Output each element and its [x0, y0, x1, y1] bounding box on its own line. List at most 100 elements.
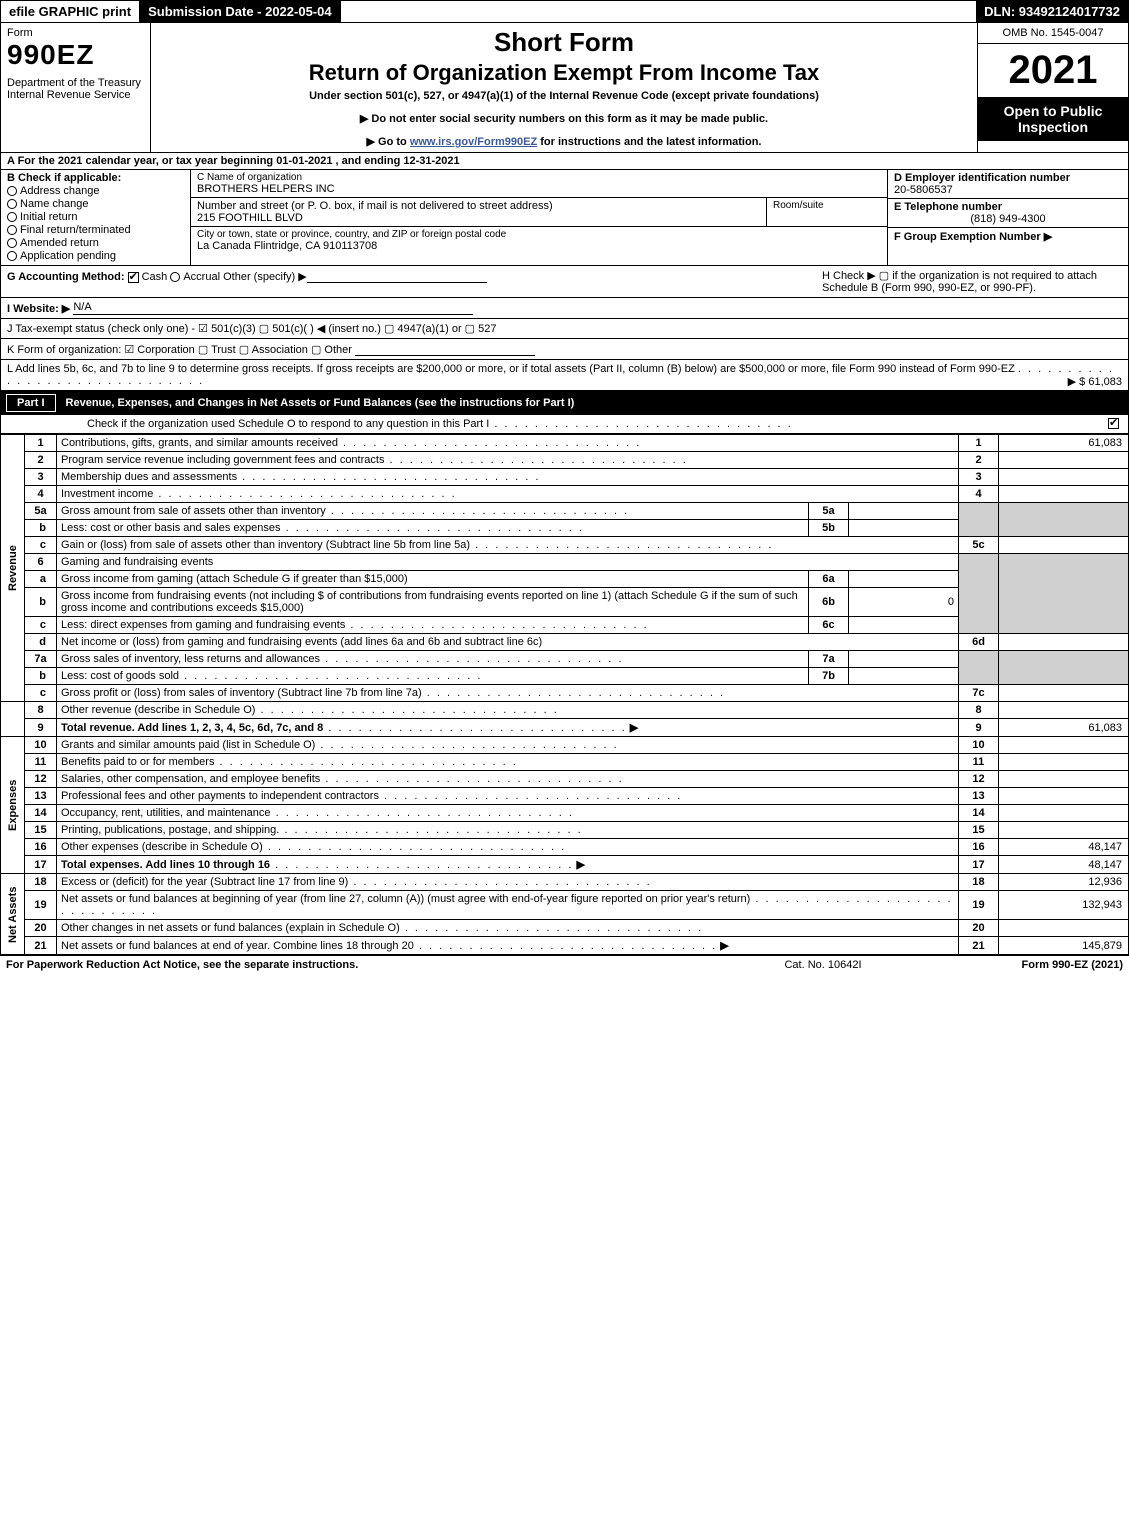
row-6d: dNet income or (loss) from gaming and fu… — [1, 634, 1129, 651]
form-number: 990EZ — [7, 39, 144, 71]
chk-pending[interactable]: Application pending — [7, 250, 184, 262]
row-16: 16Other expenses (describe in Schedule O… — [1, 839, 1129, 856]
return-title: Return of Organization Exempt From Incom… — [159, 60, 969, 86]
row-5c: cGain or (loss) from sale of assets othe… — [1, 537, 1129, 554]
efile-print[interactable]: efile GRAPHIC print — [1, 1, 140, 22]
l-text: L Add lines 5b, 6c, and 7b to line 9 to … — [7, 363, 1015, 375]
i-label: I Website: ▶ — [7, 303, 70, 315]
bcd-block: B Check if applicable: Address change Na… — [0, 170, 1129, 266]
row-6: 6Gaming and fundraising events — [1, 554, 1129, 571]
street-label: Number and street (or P. O. box, if mail… — [197, 200, 760, 212]
box-c: C Name of organization BROTHERS HELPERS … — [191, 170, 888, 265]
header-right: OMB No. 1545-0047 2021 Open to Public In… — [978, 23, 1128, 152]
row-13: 13Professional fees and other payments t… — [1, 788, 1129, 805]
ein-label: D Employer identification number — [894, 172, 1070, 184]
part1-tag: Part I — [6, 394, 56, 412]
footer-right: Form 990-EZ (2021) — [923, 959, 1123, 971]
chk-address[interactable]: Address change — [7, 185, 184, 197]
city-value: La Canada Flintridge, CA 910113708 — [197, 240, 881, 252]
top-bar: efile GRAPHIC print Submission Date - 20… — [0, 0, 1129, 23]
tel-label: E Telephone number — [894, 201, 1002, 213]
part1-schedule-o-check[interactable] — [1108, 418, 1119, 429]
g-label: G Accounting Method: — [7, 271, 125, 283]
row-k: K Form of organization: ☑ Corporation ▢ … — [0, 339, 1129, 360]
chk-amended[interactable]: Amended return — [7, 237, 184, 249]
city-cell: City or town, state or province, country… — [191, 227, 887, 254]
l-amount: ▶ $ 61,083 — [1068, 375, 1122, 388]
goto-post: for instructions and the latest informat… — [537, 136, 761, 148]
row-14: 14Occupancy, rent, utilities, and mainte… — [1, 805, 1129, 822]
goto-note: ▶ Go to www.irs.gov/Form990EZ for instru… — [159, 135, 969, 148]
irs-link[interactable]: www.irs.gov/Form990EZ — [410, 136, 537, 148]
row-a-text: A For the 2021 calendar year, or tax yea… — [7, 155, 460, 167]
street-value: 215 FOOTHILL BLVD — [197, 212, 760, 224]
row-j: J Tax-exempt status (check only one) - ☑… — [0, 319, 1129, 339]
k-other-input[interactable] — [355, 342, 535, 356]
side-revenue: Revenue — [1, 435, 25, 702]
tel-value: (818) 949-4300 — [894, 213, 1122, 225]
department: Department of the Treasury Internal Reve… — [7, 77, 144, 101]
dln: DLN: 93492124017732 — [976, 1, 1128, 22]
org-name-label: C Name of organization — [197, 172, 881, 183]
header-left: Form 990EZ Department of the Treasury In… — [1, 23, 151, 152]
row-21: 21Net assets or fund balances at end of … — [1, 937, 1129, 955]
row-1: Revenue 1Contributions, gifts, grants, a… — [1, 435, 1129, 452]
row-3: 3Membership dues and assessments3 — [1, 469, 1129, 486]
row-15: 15Printing, publications, postage, and s… — [1, 822, 1129, 839]
group-cell: F Group Exemption Number ▶ — [888, 228, 1128, 265]
chk-name[interactable]: Name change — [7, 198, 184, 210]
spacer — [341, 1, 977, 22]
org-name-cell: C Name of organization BROTHERS HELPERS … — [191, 170, 887, 198]
row-18: Net Assets 18Excess or (deficit) for the… — [1, 874, 1129, 891]
row-i: I Website: ▶ N/A — [0, 298, 1129, 319]
row-19: 19Net assets or fund balances at beginni… — [1, 891, 1129, 920]
website-value: N/A — [73, 301, 473, 315]
ein-value: 20-5806537 — [894, 184, 953, 196]
omb-number: OMB No. 1545-0047 — [978, 23, 1128, 44]
row-8: 8Other revenue (describe in Schedule O)8 — [1, 702, 1129, 719]
row-10: Expenses 10Grants and similar amounts pa… — [1, 737, 1129, 754]
part1-sub: Check if the organization used Schedule … — [0, 415, 1129, 434]
footer-left: For Paperwork Reduction Act Notice, see … — [6, 959, 723, 971]
part1-table: Revenue 1Contributions, gifts, grants, a… — [0, 434, 1129, 955]
row-7a: 7aGross sales of inventory, less returns… — [1, 651, 1129, 668]
street-row: Number and street (or P. O. box, if mail… — [191, 198, 887, 227]
row-11: 11Benefits paid to or for members11 — [1, 754, 1129, 771]
row-2: 2Program service revenue including gover… — [1, 452, 1129, 469]
open-inspection: Open to Public Inspection — [978, 97, 1128, 141]
org-name-value: BROTHERS HELPERS INC — [197, 183, 881, 195]
row-4: 4Investment income4 — [1, 486, 1129, 503]
box-d: D Employer identification number 20-5806… — [888, 170, 1128, 265]
short-form-title: Short Form — [159, 27, 969, 58]
chk-initial[interactable]: Initial return — [7, 211, 184, 223]
chk-final[interactable]: Final return/terminated — [7, 224, 184, 236]
group-label: F Group Exemption Number ▶ — [894, 231, 1052, 243]
city-label: City or town, state or province, country… — [197, 229, 881, 240]
row-g: G Accounting Method: Cash Accrual Other … — [7, 269, 802, 294]
form-word: Form — [7, 27, 144, 39]
street-cell: Number and street (or P. O. box, if mail… — [191, 198, 767, 226]
k-text: K Form of organization: ☑ Corporation ▢ … — [7, 344, 352, 356]
part1-sub-text: Check if the organization used Schedule … — [7, 418, 1108, 430]
chk-accrual[interactable] — [170, 272, 180, 282]
row-h: H Check ▶ ▢ if the organization is not r… — [822, 269, 1122, 294]
row-9: 9Total revenue. Add lines 1, 2, 3, 4, 5c… — [1, 719, 1129, 737]
row-20: 20Other changes in net assets or fund ba… — [1, 920, 1129, 937]
ein-cell: D Employer identification number 20-5806… — [888, 170, 1128, 199]
row-a: A For the 2021 calendar year, or tax yea… — [0, 153, 1129, 170]
tel-cell: E Telephone number (818) 949-4300 — [888, 199, 1128, 228]
row-l: L Add lines 5b, 6c, and 7b to line 9 to … — [0, 360, 1129, 391]
goto-pre: ▶ Go to — [367, 136, 410, 148]
tax-year: 2021 — [978, 44, 1128, 97]
part1-title: Revenue, Expenses, and Changes in Net As… — [66, 397, 575, 409]
under-section: Under section 501(c), 527, or 4947(a)(1)… — [159, 90, 969, 102]
row-5a: 5aGross amount from sale of assets other… — [1, 503, 1129, 520]
side-expenses: Expenses — [1, 737, 25, 874]
box-b: B Check if applicable: Address change Na… — [1, 170, 191, 265]
other-specify-input[interactable] — [307, 269, 487, 283]
row-7c: cGross profit or (loss) from sales of in… — [1, 685, 1129, 702]
no-ssn-note: ▶ Do not enter social security numbers o… — [159, 112, 969, 125]
page-footer: For Paperwork Reduction Act Notice, see … — [0, 955, 1129, 974]
side-netassets: Net Assets — [1, 874, 25, 955]
chk-cash[interactable] — [128, 272, 139, 283]
